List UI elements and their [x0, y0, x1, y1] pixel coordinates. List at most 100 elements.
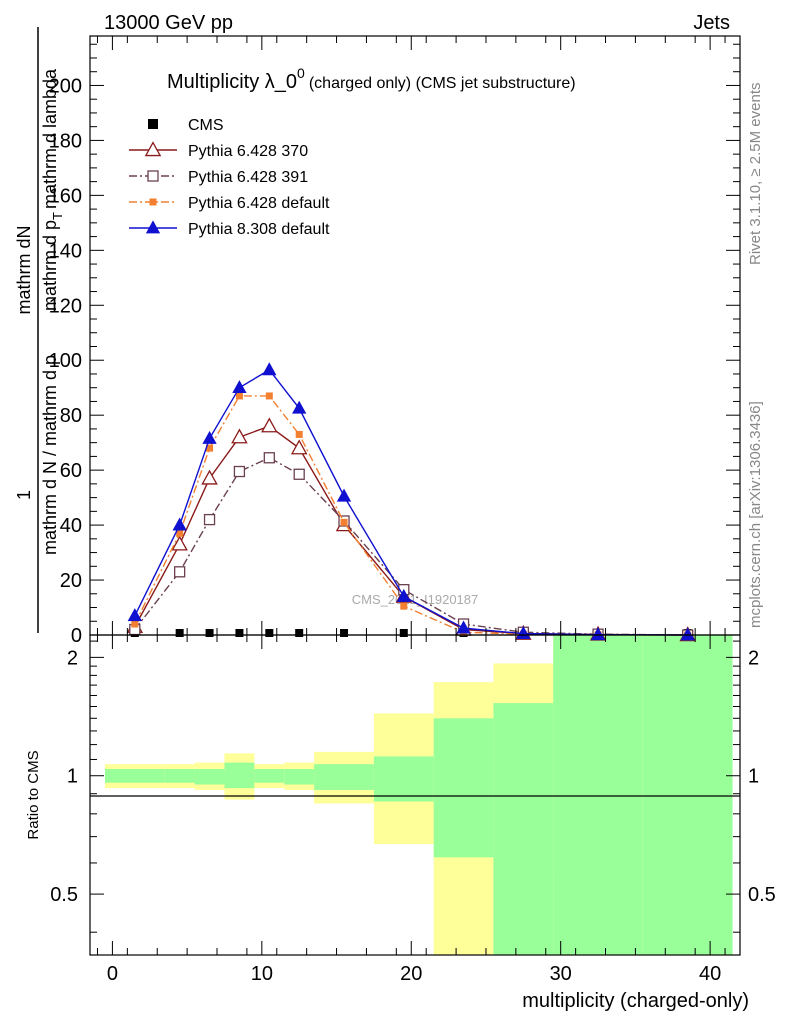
ratio-stat-band [493, 703, 554, 955]
process-label: Jets [693, 12, 730, 34]
data-point [175, 629, 184, 637]
data-point [456, 620, 471, 634]
rivet-version-label: Rivet 3.1.10, ≥ 2.5M events [747, 83, 764, 266]
ratio-stat-band [284, 769, 315, 785]
y-axis-label-numerator: 1 [14, 490, 34, 500]
ratio-frame [89, 634, 741, 956]
y-tick-label: 120 [49, 295, 82, 317]
y-tick-label: 60 [60, 460, 82, 482]
data-point [295, 629, 304, 637]
data-point [396, 588, 411, 602]
data-point [399, 629, 408, 637]
data-point [262, 362, 277, 376]
legend-entry-label: Pythia 8.308 default [188, 221, 330, 238]
legend-entry-label: Pythia 6.428 default [188, 195, 330, 212]
y-tick-label: 200 [49, 75, 82, 97]
y-tick-label: 40 [60, 515, 82, 537]
ratio-stat-band [433, 718, 494, 858]
ratio-tick-label: 2 [67, 647, 78, 669]
y-tick-label: 20 [60, 570, 82, 592]
ratio-tick-label: 0.5 [50, 884, 78, 906]
y-axis-label-denominator-right: mathrm d pTmathrm d lambda [40, 68, 65, 311]
series-layer [126, 362, 696, 642]
data-point [171, 535, 188, 551]
y-tick-label: 0 [71, 625, 82, 647]
data-point [235, 629, 244, 637]
legend-marker [145, 220, 161, 234]
data-point [590, 627, 606, 641]
data-point [293, 468, 305, 480]
y-tick-label: 80 [60, 405, 82, 427]
data-point [261, 417, 278, 433]
y-tick-label: 180 [49, 130, 82, 152]
data-point [265, 392, 273, 400]
plot-title: Multiplicity λ_00(charged only) (CMS jet… [167, 65, 576, 93]
data-point [295, 430, 303, 438]
series-line [134, 395, 688, 636]
mcplots-label: mcplots.cern.ch [arXiv:1306.3436] [747, 401, 764, 628]
ratio-tick-label: 2 [748, 647, 759, 669]
data-point [400, 602, 408, 610]
y-axis-label-numerator-right: mathrm dN [14, 225, 34, 314]
ratio-tick-label: 0.5 [748, 884, 776, 906]
x-tick-label: 30 [550, 963, 572, 985]
legend: CMS Pythia 6.428 370 Pythia 6.428 391 Pythi… [129, 117, 330, 238]
data-point [174, 566, 186, 578]
ratio-stat-band [164, 769, 195, 783]
data-point [232, 380, 247, 394]
ratio-bands [104, 635, 733, 955]
x-axis-label: multiplicity (charged-only) [522, 990, 749, 1012]
data-point [231, 428, 248, 444]
series-line [134, 456, 688, 636]
axes-layer: 0 20 40 60 80 100 120 140 160 180 200 0 10 20 30 40 0.5 0… [49, 36, 776, 985]
y-tick-label: 160 [49, 185, 82, 207]
data-point [680, 627, 695, 641]
data-point [201, 469, 218, 485]
data-point [205, 629, 214, 637]
x-tick-label: 20 [400, 963, 422, 985]
data-point [263, 452, 275, 464]
analysis-watermark: CMS_2021_I1920187 [352, 592, 479, 607]
legend-entry-label: Pythia 6.428 391 [188, 169, 308, 186]
ratio-stat-band [254, 769, 285, 783]
data-point [131, 620, 139, 628]
ratio-stat-band [104, 769, 165, 783]
data-point [292, 400, 307, 414]
ratio-tick-label: 1 [748, 766, 759, 788]
data-point [340, 518, 348, 526]
ratio-stat-band [642, 635, 733, 955]
data-point [235, 392, 243, 400]
data-point [203, 513, 216, 526]
y-axis-label-denominator-left: mathrm d N / mathrm d p [40, 355, 60, 555]
ratio-stat-band [224, 762, 255, 789]
legend-marker [144, 141, 162, 157]
y-tick-label: 140 [49, 240, 82, 262]
ratio-tick-label: 1 [67, 766, 78, 788]
ratio-stat-band [194, 769, 225, 785]
x-tick-label: 10 [251, 963, 273, 985]
ratio-axis-label: Ratio to CMS [25, 750, 42, 839]
legend-marker [149, 198, 157, 206]
x-tick-label: 0 [107, 963, 118, 985]
data-point [336, 488, 352, 502]
ratio-stat-band [553, 635, 643, 955]
data-point [172, 517, 187, 531]
data-point [340, 629, 349, 637]
legend-marker [147, 170, 159, 182]
y-tick-label: 100 [49, 350, 82, 372]
data-point [206, 444, 214, 452]
series-line [134, 368, 688, 636]
data-point [265, 629, 274, 637]
ratio-stat-band [314, 764, 374, 790]
data-point [233, 465, 246, 478]
ratio-stat-band [373, 756, 434, 802]
main-panel [90, 36, 740, 635]
legend-entry-label: Pythia 6.428 370 [188, 143, 308, 160]
data-point [202, 430, 217, 444]
data-point [290, 439, 308, 455]
x-tick-label: 40 [699, 963, 721, 985]
y-axis-label: 1 mathrm dN mathrm d N / mathrm d p math… [14, 27, 65, 633]
legend-entry-label: CMS [188, 117, 224, 134]
legend-marker [148, 119, 158, 129]
